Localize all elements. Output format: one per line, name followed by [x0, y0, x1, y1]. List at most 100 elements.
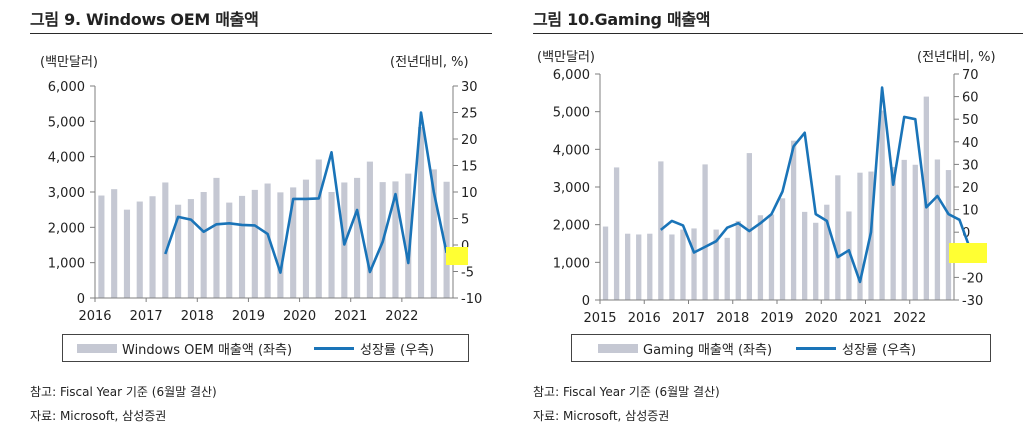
left-axis-tick-label: 3,000	[553, 181, 590, 196]
right-axis-tick-label: 50	[962, 113, 979, 128]
chart-bar	[901, 159, 907, 300]
legend-bar-swatch	[77, 343, 117, 353]
chart-bar	[879, 110, 885, 300]
chart-bar	[430, 169, 437, 298]
x-axis-tick-label: 2021	[849, 311, 882, 326]
chart-bar	[315, 159, 322, 298]
chart-bar	[213, 177, 220, 298]
chart-bar	[264, 183, 271, 298]
legend-item-bar: Gaming 매출액 (좌측)	[598, 339, 772, 358]
chart-bar	[613, 167, 620, 300]
chart-title: 그림 10.Gaming 매출액	[533, 10, 711, 29]
highlight-marker	[446, 247, 468, 265]
right-axis-tick-label: 15	[461, 160, 478, 175]
chart-bar	[111, 189, 118, 298]
chart-bar	[934, 159, 941, 300]
chart-bar	[658, 161, 664, 300]
x-axis-tick-label: 2017	[130, 309, 163, 324]
chart-bar	[945, 170, 952, 300]
chart-bar	[162, 182, 169, 298]
chart-bar	[602, 226, 609, 300]
chart-bar	[98, 195, 105, 298]
chart-bar	[238, 195, 246, 298]
chart-bar	[149, 196, 156, 298]
chart-bar	[890, 167, 896, 300]
x-axis-tick-label: 2016	[628, 311, 661, 326]
chart-bar	[669, 234, 675, 300]
chart-notes: 참고: Fiscal Year 기준 (6월말 결산) 자료: Microsof…	[30, 380, 217, 428]
right-axis-tick-label: 40	[962, 136, 979, 151]
chart-bar	[136, 201, 143, 298]
chart-legend: Gaming 매출액 (좌측) 성장률 (우측)	[571, 334, 991, 362]
chart-bar	[636, 234, 642, 300]
legend-line-label: 성장률 (우측)	[360, 342, 435, 358]
left-axis-tick-label: 6,000	[553, 68, 590, 83]
chart-bar	[354, 177, 361, 298]
chart-bar	[366, 161, 373, 298]
highlight-marker	[949, 243, 987, 263]
left-axis-tick-label: 3,000	[48, 186, 85, 201]
chart-bar	[647, 233, 653, 300]
left-axis-tick-label: 0	[77, 292, 85, 307]
x-axis-tick-label: 2016	[78, 309, 111, 324]
left-axis-unit: (백만달러)	[40, 55, 98, 70]
chart-plot-gaming: 01,0002,0003,0004,0005,0006,000-30-20-10…	[553, 68, 983, 326]
growth-line	[164, 111, 448, 274]
chart-bar	[187, 199, 194, 298]
legend-bar-label: Gaming 매출액 (좌측)	[643, 342, 773, 358]
legend-item-line: 성장률 (우측)	[314, 339, 434, 358]
chart-bar	[713, 229, 719, 300]
chart-bar	[392, 181, 399, 298]
chart-bar	[691, 228, 697, 300]
left-axis-tick-label: 4,000	[48, 151, 85, 166]
right-axis-tick-label: -20	[962, 271, 983, 286]
title-divider	[30, 33, 492, 34]
legend-bar-label: Windows OEM 매출액 (좌측)	[122, 342, 293, 358]
chart-bar	[802, 211, 808, 300]
legend-bar-swatch	[598, 343, 638, 353]
left-axis-tick-label: 0	[582, 294, 590, 309]
chart-bar	[417, 126, 425, 298]
chart-bar	[328, 192, 335, 298]
x-axis-tick-label: 2015	[583, 311, 616, 326]
chart-bar	[857, 172, 863, 300]
x-axis-tick-label: 2018	[181, 309, 214, 324]
x-axis-tick-label: 2019	[232, 309, 265, 324]
chart-bar	[824, 204, 830, 300]
chart-bar	[702, 164, 708, 300]
chart-bar	[680, 229, 686, 300]
chart-bar	[200, 192, 207, 298]
chart-bar	[123, 209, 131, 298]
legend-item-bar: Windows OEM 매출액 (좌측)	[77, 339, 292, 358]
left-axis-tick-label: 2,000	[48, 221, 85, 236]
left-axis-tick-label: 2,000	[553, 219, 590, 234]
legend-line-label: 성장률 (우측)	[842, 342, 917, 358]
title-divider	[533, 33, 1023, 34]
chart-bar	[790, 140, 797, 300]
right-axis-unit: (전년대비, %)	[390, 55, 469, 70]
source-text: 자료: Microsoft, 삼성증권	[533, 409, 670, 423]
chart-bar	[226, 202, 233, 298]
chart-bar	[813, 222, 819, 300]
chart-bar	[846, 211, 852, 300]
right-axis-tick-label: -30	[962, 294, 983, 309]
chart-bar	[735, 220, 741, 300]
left-axis-tick-label: 5,000	[553, 106, 590, 121]
x-axis-tick-label: 2019	[760, 311, 793, 326]
right-axis-tick-label: -5	[461, 266, 474, 281]
left-axis-unit: (백만달러)	[537, 50, 595, 65]
chart-bar	[779, 198, 786, 300]
chart-bar	[757, 215, 764, 300]
legend-line-swatch	[796, 346, 837, 350]
right-axis-tick-label: -10	[461, 292, 482, 307]
chart-bar	[768, 214, 775, 300]
x-axis-tick-label: 2020	[283, 309, 316, 324]
chart-bar	[625, 233, 631, 300]
right-axis-tick-label: 60	[962, 91, 979, 106]
x-axis-tick-label: 2021	[334, 309, 367, 324]
right-axis-tick-label: 30	[461, 80, 478, 95]
chart-bar	[405, 173, 412, 298]
left-axis-tick-label: 1,000	[553, 256, 590, 271]
right-axis-tick-label: 20	[962, 181, 979, 196]
chart-bar	[443, 181, 450, 298]
